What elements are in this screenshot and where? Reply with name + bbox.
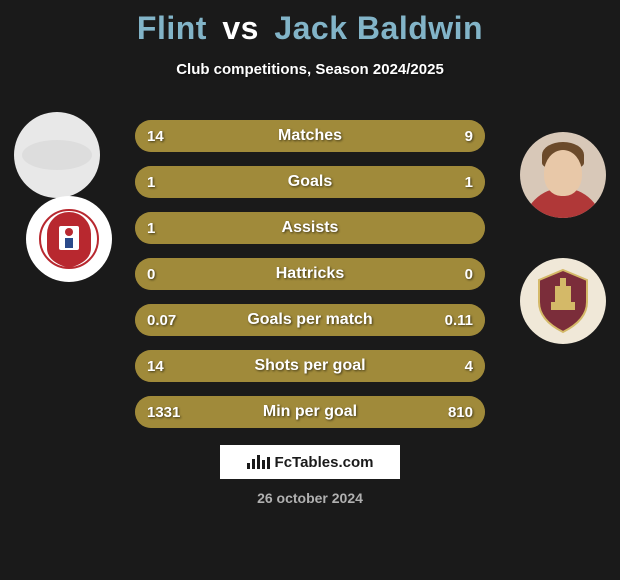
stat-value-left: 14	[147, 350, 164, 382]
fctables-logo: FcTables.com	[220, 445, 400, 479]
stat-value-left: 14	[147, 120, 164, 152]
player1-name: Flint	[137, 10, 207, 46]
player2-name: Jack Baldwin	[274, 10, 483, 46]
stat-label: Matches	[135, 120, 485, 152]
stat-label: Min per goal	[135, 396, 485, 428]
stat-row: Min per goal1331 810	[135, 396, 485, 428]
stat-value-right: 810	[448, 396, 473, 428]
club-crest-icon	[533, 266, 593, 336]
stats-list: Matches149Goals11Assists1Hattricks00Goal…	[135, 120, 485, 442]
stat-value-left: 0.07	[147, 304, 176, 336]
player2-club-badge	[520, 258, 606, 344]
stat-value-left: 1331	[147, 396, 180, 428]
stat-row: Goals1 1	[135, 166, 485, 198]
stat-value-left: 1	[147, 212, 155, 244]
club-crest-icon	[39, 204, 99, 274]
stat-label: Shots per goal	[135, 350, 485, 382]
stat-row: Shots per goal14 4	[135, 350, 485, 382]
stat-row: Matches14 9	[135, 120, 485, 152]
avatar-placeholder-icon	[22, 140, 92, 170]
player2-avatar	[520, 132, 606, 218]
vs-label: vs	[222, 10, 259, 46]
avatar-face-icon	[544, 150, 582, 196]
stat-value-right: 1	[465, 166, 473, 198]
player1-avatar	[14, 112, 100, 198]
stat-label: Goals	[135, 166, 485, 198]
stat-value-right: 0	[465, 258, 473, 290]
stat-row: Assists1	[135, 212, 485, 244]
stat-row: Goals per match0.07 0.11	[135, 304, 485, 336]
logo-text: FcTables.com	[275, 454, 374, 471]
stat-label: Goals per match	[135, 304, 485, 336]
comparison-title: Flint vs Jack Baldwin	[0, 10, 620, 47]
stat-value-right: 0.11	[445, 304, 473, 336]
competition-subtitle: Club competitions, Season 2024/2025	[0, 61, 620, 78]
stat-value-left: 1	[147, 166, 155, 198]
footer-date: 26 october 2024	[257, 490, 363, 506]
stat-value-right: 9	[465, 120, 473, 152]
stat-row: Hattricks0 0	[135, 258, 485, 290]
logo-bars-icon	[247, 455, 270, 469]
player1-club-badge	[26, 196, 112, 282]
stat-label: Hattricks	[135, 258, 485, 290]
stat-value-left: 0	[147, 258, 155, 290]
stat-value-right: 4	[465, 350, 473, 382]
stat-label: Assists	[135, 212, 485, 244]
